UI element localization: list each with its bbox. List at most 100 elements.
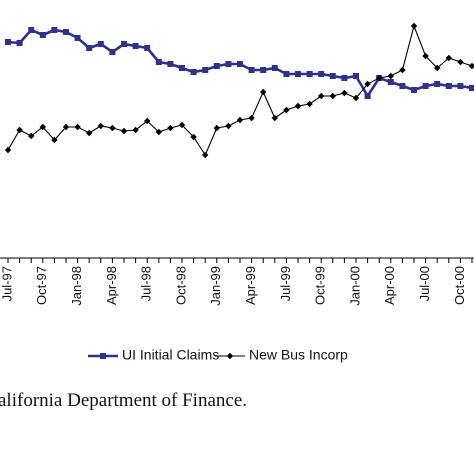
data-point — [225, 61, 232, 67]
data-point — [5, 39, 11, 45]
data-point — [86, 45, 93, 51]
data-point — [364, 93, 371, 99]
data-point — [167, 61, 174, 67]
data-point — [352, 94, 360, 102]
data-point — [132, 126, 139, 134]
x-tick-label: Apr-98 — [104, 266, 119, 305]
data-point — [457, 83, 464, 89]
series-line — [7, 24, 473, 157]
x-tick-label: Jul-97 — [0, 266, 14, 301]
x-tick-label: Jan-99 — [208, 266, 223, 306]
data-point — [468, 62, 474, 70]
x-tick-label: Oct-00 — [452, 266, 467, 305]
data-point — [422, 83, 429, 89]
data-point — [260, 67, 267, 73]
data-point — [341, 75, 348, 81]
data-point — [457, 58, 464, 66]
data-point — [248, 114, 255, 122]
legend-marker — [226, 352, 234, 360]
data-point — [213, 63, 220, 69]
data-point — [86, 129, 93, 137]
source-note: alifornia Department of Finance. — [0, 390, 247, 411]
data-point — [353, 73, 359, 79]
data-point — [179, 65, 185, 71]
data-point — [62, 123, 70, 131]
data-point — [4, 146, 12, 154]
data-point — [387, 72, 394, 80]
data-point — [445, 54, 452, 62]
data-point — [178, 121, 186, 129]
data-point — [364, 80, 371, 88]
data-point — [63, 29, 69, 35]
data-point — [28, 27, 35, 33]
x-tick-label: Oct-98 — [173, 266, 188, 305]
data-point — [248, 67, 255, 73]
data-point — [469, 85, 474, 91]
data-point — [39, 32, 46, 38]
data-point — [121, 41, 127, 47]
data-point — [271, 65, 278, 71]
data-point — [202, 67, 209, 73]
data-point — [144, 45, 151, 51]
data-point — [74, 123, 81, 131]
data-point — [155, 128, 162, 136]
data-point — [295, 71, 301, 77]
data-point — [283, 71, 290, 77]
data-point — [16, 126, 23, 134]
data-point — [318, 92, 325, 100]
data-point — [225, 122, 232, 130]
legend-label: New Bus Incorp — [249, 347, 348, 363]
x-tick-label: Jul-99 — [278, 266, 293, 301]
data-point — [97, 122, 104, 130]
x-tick-label: Jul-00 — [417, 266, 432, 301]
data-point — [109, 49, 116, 55]
data-point — [434, 64, 441, 72]
legend-label: UI Initial Claims — [122, 347, 219, 363]
data-point — [144, 117, 151, 125]
data-point — [260, 88, 267, 96]
data-point — [28, 132, 35, 140]
data-point — [39, 123, 46, 131]
data-point — [51, 136, 58, 144]
data-point — [236, 116, 244, 124]
data-point — [376, 74, 383, 82]
x-tick-label: Oct-97 — [34, 266, 49, 305]
data-point — [213, 124, 220, 132]
data-point — [283, 106, 290, 114]
data-point — [399, 66, 406, 74]
data-point — [294, 102, 302, 110]
x-tick-label: Oct-99 — [313, 266, 328, 305]
data-point — [387, 79, 394, 85]
series — [5, 27, 474, 99]
data-point — [155, 59, 162, 65]
data-point — [306, 71, 313, 77]
x-tick-label: Jul-98 — [139, 266, 154, 301]
data-point — [16, 40, 23, 46]
x-tick-label: Apr-00 — [382, 266, 397, 305]
data-point — [434, 81, 441, 87]
data-point — [132, 43, 139, 49]
data-point — [51, 27, 58, 33]
x-tick-label: Apr-99 — [243, 266, 258, 305]
data-point — [306, 100, 313, 108]
data-point — [318, 71, 325, 77]
data-point — [411, 87, 417, 93]
x-tick-label: Jan-00 — [347, 266, 362, 306]
data-point — [202, 151, 209, 159]
data-point — [422, 52, 429, 60]
data-point — [237, 61, 243, 67]
data-point — [271, 114, 278, 122]
data-point — [167, 124, 174, 132]
x-tick-label: Jan-98 — [69, 266, 84, 306]
data-point — [97, 41, 104, 47]
data-point — [120, 127, 128, 135]
data-point — [329, 92, 336, 100]
data-point — [329, 73, 336, 79]
data-point — [445, 83, 452, 89]
legend-marker — [100, 353, 106, 359]
data-point — [190, 69, 197, 75]
data-point — [410, 22, 418, 30]
data-point — [74, 35, 81, 41]
series — [4, 22, 474, 159]
